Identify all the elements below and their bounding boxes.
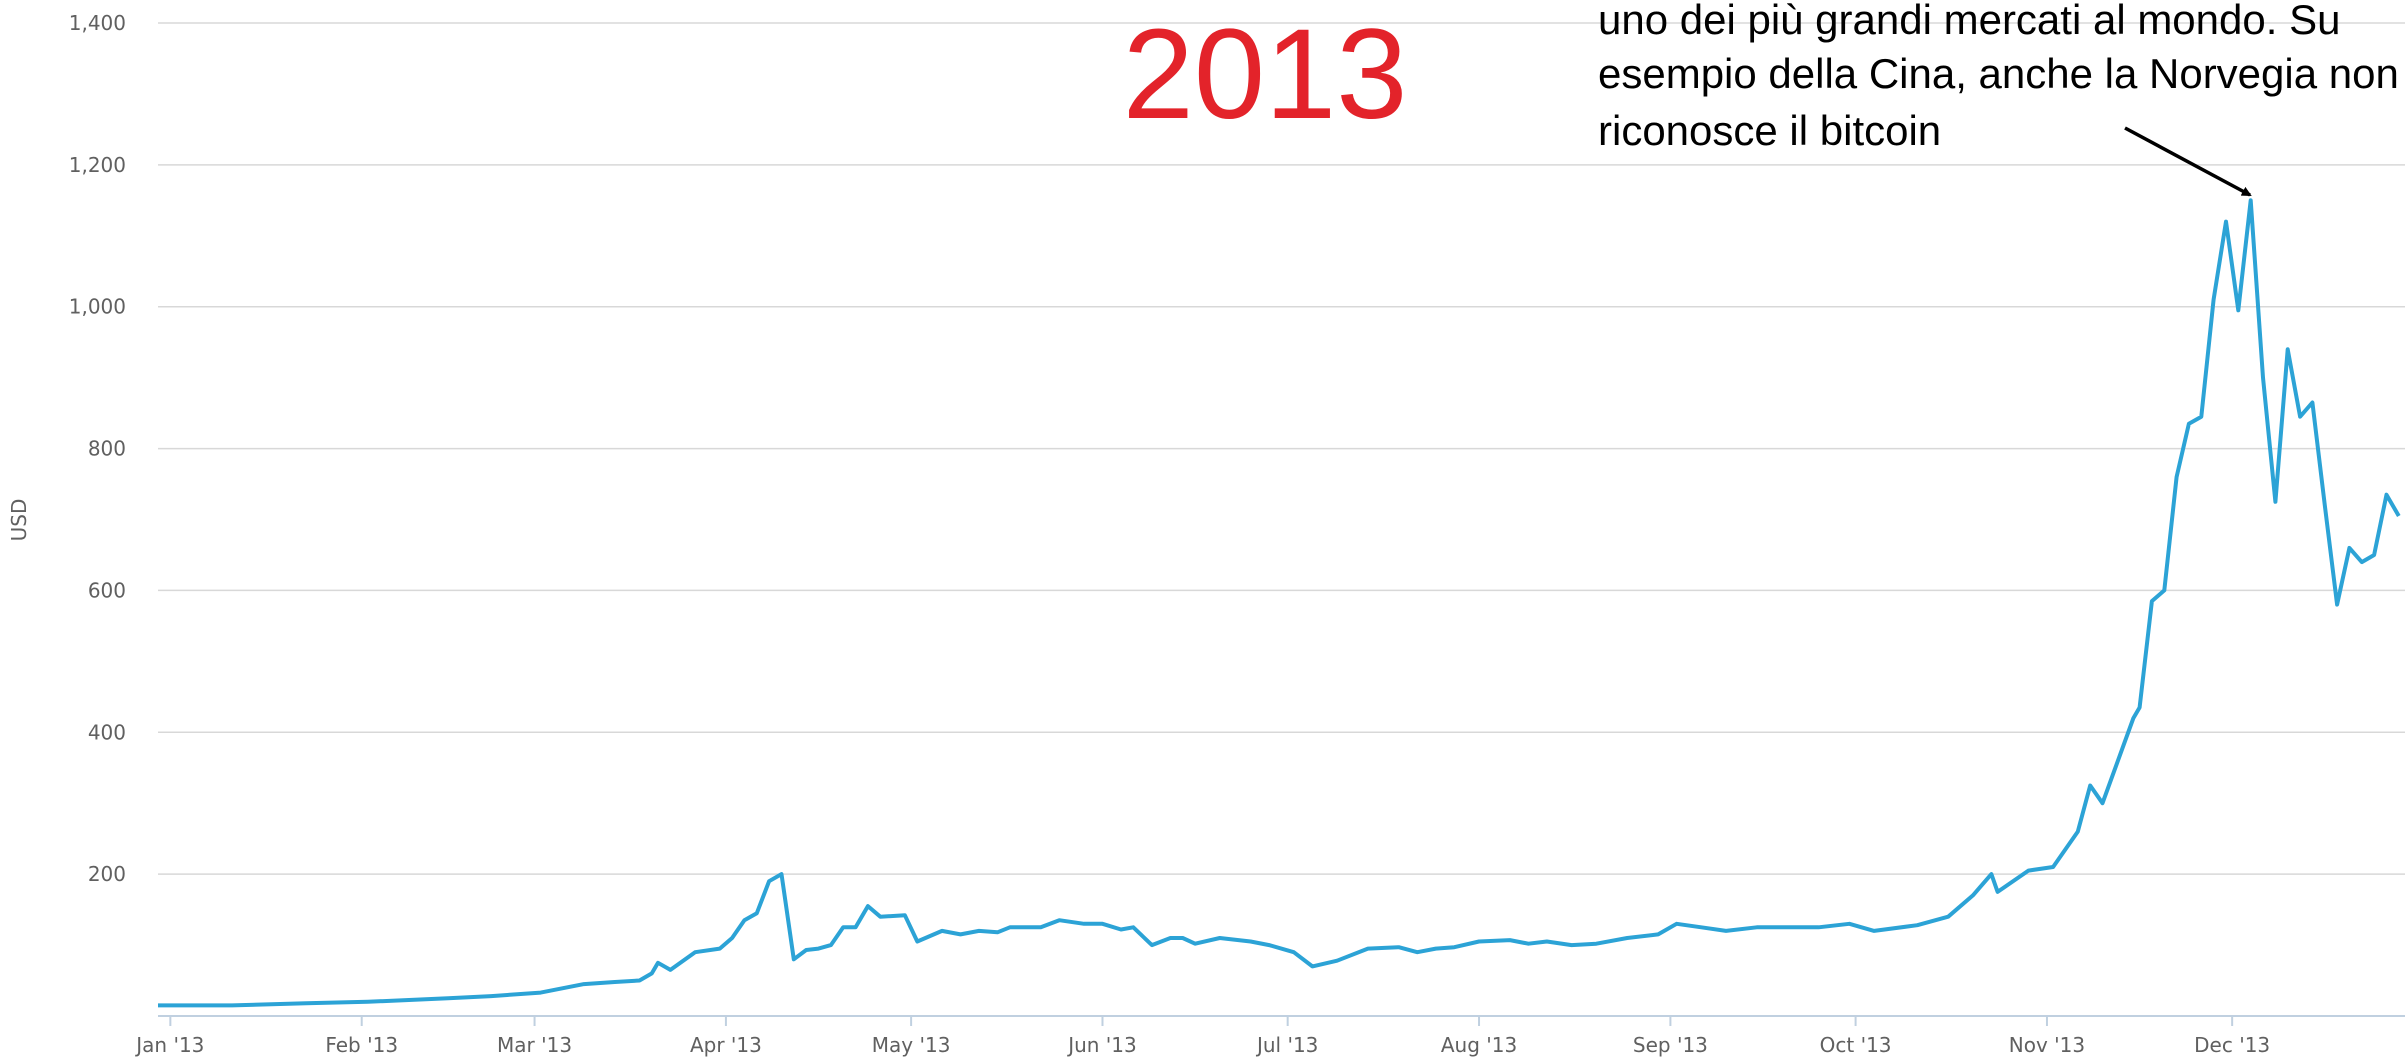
annotation-line: esempio della Cina, anche la Norvegia no…	[1598, 50, 2399, 97]
grid	[158, 22, 2405, 875]
y-axis-label: USD	[7, 499, 31, 542]
y-tick-label: 400	[88, 720, 126, 744]
annotation-arrow	[2124, 126, 2252, 197]
x-tick-label: Apr '13	[690, 1033, 762, 1057]
x-tick-label: Jan '13	[134, 1033, 204, 1057]
x-tick-label: May '13	[872, 1033, 951, 1057]
y-tick-label: 200	[88, 862, 126, 886]
y-tick-label: 1,400	[69, 11, 126, 35]
x-tick-label: Jun '13	[1066, 1033, 1137, 1057]
chart-title: 2013	[1123, 3, 1408, 146]
annotation: uno dei più grandi mercati al mondo. Su …	[1598, 0, 2399, 154]
y-tick-label: 1,000	[69, 295, 126, 319]
y-tick-label: 800	[88, 437, 126, 461]
x-tick-label: Mar '13	[497, 1033, 572, 1057]
x-tick-label: Dec '13	[2194, 1033, 2270, 1057]
y-tick-label: 1,200	[69, 153, 126, 177]
annotation-line: uno dei più grandi mercati al mondo. Su	[1598, 0, 2340, 43]
line-series	[158, 198, 2401, 1008]
x-tick-label: Nov '13	[2009, 1033, 2085, 1057]
y-tick-label: 600	[88, 578, 126, 602]
x-tick-label: Feb '13	[325, 1033, 398, 1057]
annotation-line: riconosce il bitcoin	[1598, 107, 1941, 154]
x-tick-label: Sep '13	[1633, 1033, 1708, 1057]
x-tick-label: Jul '13	[1255, 1033, 1318, 1057]
x-tick-label: Oct '13	[1820, 1033, 1892, 1057]
x-tick-label: Aug '13	[1441, 1033, 1517, 1057]
